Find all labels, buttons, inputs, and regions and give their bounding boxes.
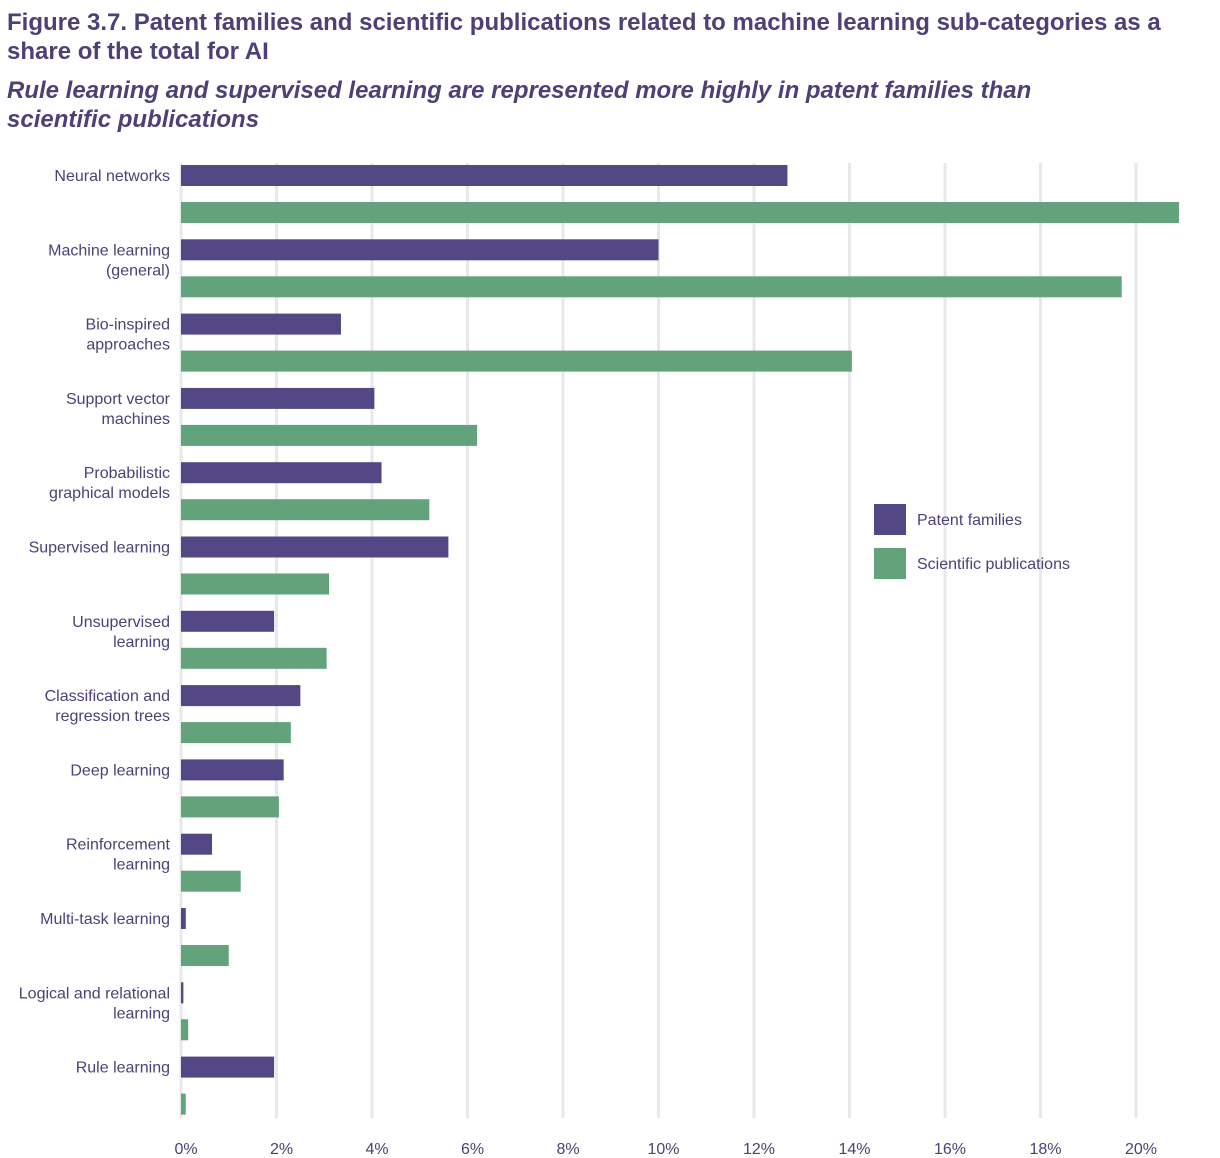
x-tick-label: 14% bbox=[838, 1141, 870, 1158]
legend-swatch-scientific-publications bbox=[874, 548, 906, 579]
x-axis-ticks: 0% 2% 4% 6% 8% 10% 12% 14% 16% 18% 20% bbox=[174, 1141, 1157, 1158]
category-label: Multi-task learning bbox=[40, 911, 170, 928]
bar-patent-families bbox=[181, 387, 375, 409]
x-tick-label: 12% bbox=[743, 1141, 775, 1158]
category-label: graphical models bbox=[49, 485, 170, 502]
x-tick-label: 4% bbox=[365, 1141, 388, 1158]
x-tick-label: 18% bbox=[1029, 1141, 1061, 1158]
category-label: Support vector bbox=[66, 391, 171, 408]
category-label: Classification and bbox=[45, 688, 170, 705]
x-tick-label: 2% bbox=[270, 1141, 293, 1158]
legend-swatch-patent-families bbox=[874, 504, 906, 535]
category-label: machines bbox=[102, 411, 170, 428]
bar-patent-families bbox=[181, 685, 301, 707]
category-label: learning bbox=[113, 857, 170, 874]
chart-subtitle: Rule learning and supervised learning ar… bbox=[7, 77, 1032, 133]
bar-patent-families bbox=[181, 759, 284, 781]
category-label: Deep learning bbox=[70, 762, 170, 779]
legend: Patent families Scientific publications bbox=[874, 504, 1070, 579]
category-label: regression trees bbox=[55, 708, 170, 725]
category-label: Probabilistic bbox=[84, 465, 170, 482]
bar-patent-families bbox=[181, 239, 659, 261]
bar-patent-families bbox=[181, 313, 341, 335]
bar-patent-families bbox=[181, 610, 275, 632]
category-label: Machine learning bbox=[48, 242, 170, 259]
bar-scientific-publications bbox=[181, 573, 330, 595]
bar-patent-families bbox=[181, 536, 449, 558]
x-tick-label: 0% bbox=[174, 1141, 197, 1158]
gridlines bbox=[179, 163, 1138, 1118]
x-tick-label: 8% bbox=[556, 1141, 579, 1158]
x-tick-label: 6% bbox=[461, 1141, 484, 1158]
x-tick-label: 16% bbox=[934, 1141, 966, 1158]
x-tick-label: 10% bbox=[647, 1141, 679, 1158]
category-label: Rule learning bbox=[76, 1060, 170, 1077]
bar-scientific-publications bbox=[181, 870, 241, 892]
category-label: Supervised learning bbox=[29, 540, 170, 557]
bar-scientific-publications bbox=[181, 350, 852, 372]
bar-scientific-publications bbox=[181, 202, 1179, 223]
bar-scientific-publications bbox=[181, 1093, 186, 1115]
category-label: learning bbox=[113, 634, 170, 651]
legend-label: Patent families bbox=[917, 512, 1022, 529]
bar-scientific-publications bbox=[181, 276, 1122, 298]
bar-patent-families bbox=[181, 908, 186, 929]
category-label: Unsupervised bbox=[72, 614, 170, 631]
bar-patent-families bbox=[181, 833, 213, 855]
bar-patent-families bbox=[181, 462, 382, 484]
bar-scientific-publications bbox=[181, 424, 478, 446]
bar-scientific-publications bbox=[181, 1019, 189, 1041]
bar-patent-families bbox=[181, 1056, 275, 1078]
category-label: Neural networks bbox=[54, 168, 170, 185]
bar-scientific-publications bbox=[181, 647, 327, 669]
bar-patent-families bbox=[181, 982, 184, 1004]
x-tick-label: 20% bbox=[1125, 1141, 1157, 1158]
bar-scientific-publications bbox=[181, 945, 229, 966]
bar-scientific-publications bbox=[181, 796, 279, 818]
category-label: approaches bbox=[86, 337, 170, 354]
bar-scientific-publications bbox=[181, 499, 430, 521]
category-label: learning bbox=[113, 1005, 170, 1022]
category-label: (general) bbox=[106, 262, 170, 279]
bar-patent-families bbox=[181, 165, 788, 186]
bar-scientific-publications bbox=[181, 722, 291, 744]
category-label: Reinforcement bbox=[66, 837, 171, 854]
category-labels: Neural networks Machine learning (general)… bbox=[19, 168, 171, 1077]
chart-title: Figure 3.7. Patent families and scientif… bbox=[7, 9, 1161, 65]
category-label: Bio-inspired bbox=[86, 317, 170, 334]
legend-label: Scientific publications bbox=[917, 556, 1070, 573]
bars bbox=[181, 165, 1179, 1115]
category-label: Logical and relational bbox=[19, 985, 170, 1002]
